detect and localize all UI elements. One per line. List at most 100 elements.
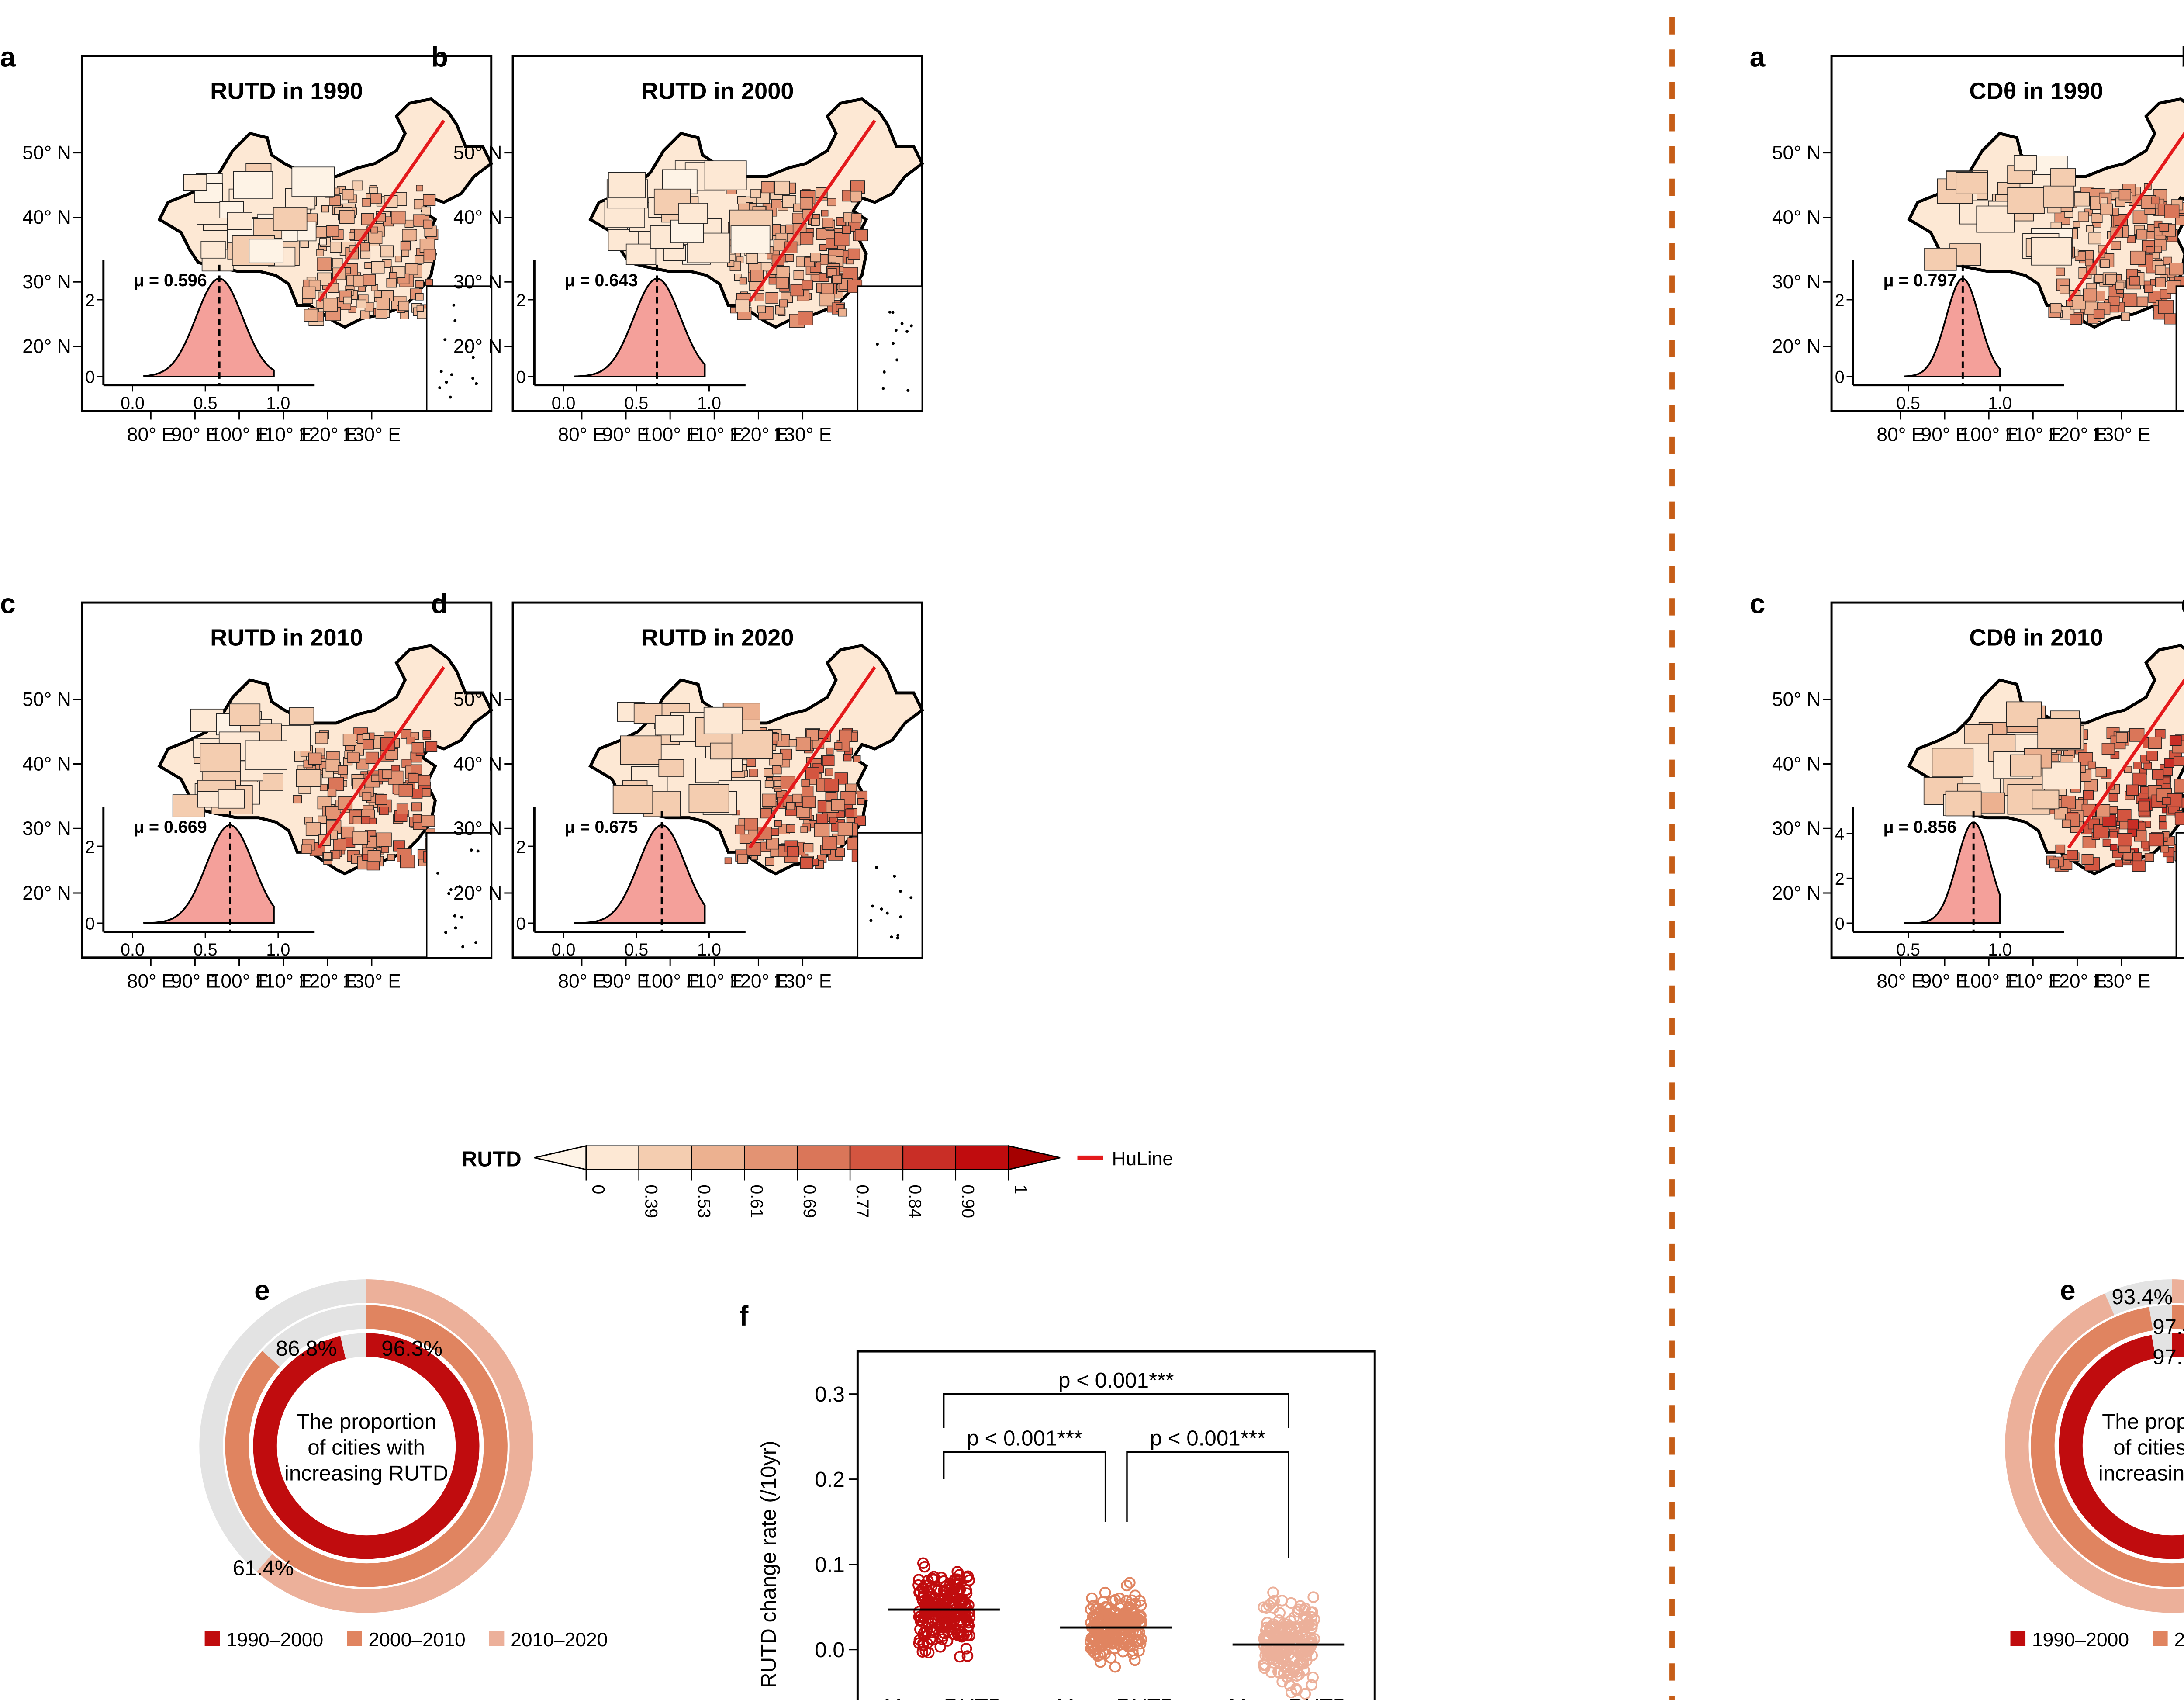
- city-polygon: [411, 789, 423, 799]
- city-polygon: [2151, 196, 2160, 204]
- lon-tick-label: 110° E: [255, 424, 311, 446]
- data-point: [1134, 1611, 1146, 1624]
- lat-tick-label: 50° N: [1772, 689, 1821, 710]
- island-mark: [449, 888, 453, 891]
- city-polygon: [798, 311, 813, 325]
- density-y-tick-label: 2: [516, 838, 526, 857]
- colorbar-tick-label: 1: [1011, 1184, 1030, 1194]
- city-polygon: [688, 784, 729, 813]
- data-point: [1299, 1602, 1311, 1614]
- data-point: [929, 1613, 941, 1625]
- city-polygon: [218, 789, 245, 809]
- significance-label: p < 0.001***: [967, 1426, 1082, 1451]
- legend-label: 1990–2000: [226, 1629, 323, 1651]
- city-polygon: [2146, 751, 2158, 761]
- city-polygon: [764, 768, 774, 777]
- city-polygon: [373, 290, 382, 298]
- city-polygon: [768, 277, 777, 285]
- island-mark: [475, 382, 478, 385]
- city-polygon: [381, 846, 389, 853]
- density-y-tick-label: 2: [1835, 291, 1845, 310]
- city-polygon: [2144, 853, 2154, 862]
- colorbar-tick-label: 0.84: [905, 1184, 925, 1218]
- city-polygon: [2159, 223, 2169, 232]
- city-polygon: [2050, 303, 2062, 314]
- colorbar-over-arrow: [1008, 1145, 1061, 1170]
- city-polygon: [749, 769, 758, 777]
- city-polygon: [2169, 735, 2182, 746]
- density-x-tick-label: 0.5: [624, 940, 648, 959]
- map-frame: [80, 55, 493, 412]
- island-mark: [909, 896, 913, 900]
- city-polygon: [788, 739, 797, 747]
- ring-label: 96.3%: [381, 1336, 442, 1361]
- density-x-tick-label: 1.0: [266, 394, 290, 413]
- city-polygon: [2132, 852, 2142, 862]
- city-polygon: [2154, 246, 2162, 253]
- panel-label: d: [2181, 588, 2184, 620]
- data-point: [961, 1650, 974, 1662]
- map-panel: a CDθ in 1990 20° N 30° N 40° N 50° N 80° E90°…: [1750, 42, 2184, 446]
- city-polygon: [739, 834, 750, 844]
- panel-label: c: [1750, 588, 1766, 620]
- city-polygon: [398, 301, 410, 311]
- city-polygon: [2055, 844, 2066, 854]
- city-polygon: [411, 802, 422, 812]
- city-polygon: [360, 242, 370, 252]
- city-polygon: [838, 308, 847, 317]
- density-x-tick-label: 0.5: [194, 940, 218, 959]
- city-polygon: [330, 242, 342, 253]
- lat-tick-label: 20° N: [22, 883, 71, 904]
- lat-tick-label: 30° N: [453, 818, 502, 839]
- lat-tick-label: 40° N: [453, 753, 502, 775]
- city-polygon: [746, 758, 756, 767]
- data-point: [962, 1624, 974, 1636]
- city-polygon: [2136, 296, 2149, 307]
- city-polygon: [2070, 314, 2082, 325]
- city-polygon: [802, 280, 813, 290]
- city-polygon: [308, 752, 322, 765]
- city-polygon: [273, 207, 308, 231]
- city-polygon: [361, 816, 371, 824]
- data-point: [1105, 1652, 1117, 1664]
- city-polygon: [2115, 859, 2123, 868]
- density-y-tick-label: 2: [85, 838, 95, 857]
- city-polygon: [2118, 189, 2131, 201]
- data-point: [940, 1586, 951, 1598]
- island-mark: [881, 387, 885, 390]
- city-polygon: [425, 279, 433, 286]
- island-mark: [444, 931, 447, 934]
- city-polygon: [2109, 831, 2118, 838]
- city-polygon: [1932, 748, 1974, 777]
- lon-tick-label: 130° E: [342, 424, 401, 446]
- city-polygon: [415, 280, 424, 288]
- lat-tick-label: 30° N: [453, 271, 502, 293]
- city-polygon: [2174, 812, 2184, 825]
- city-polygon: [2159, 815, 2167, 822]
- city-polygon: [341, 826, 355, 839]
- island-mark: [876, 343, 879, 346]
- lat-tick-label: 40° N: [1772, 207, 1821, 228]
- legend-label: 2000–2010: [369, 1629, 466, 1651]
- data-point: [914, 1624, 926, 1635]
- city-polygon: [2083, 288, 2097, 301]
- city-polygon: [369, 817, 377, 824]
- map-frame: [1830, 601, 2184, 959]
- city-polygon: [2095, 767, 2107, 777]
- data-point: [1268, 1631, 1280, 1644]
- lat-tick-label: 50° N: [453, 689, 502, 710]
- city-polygon: [757, 305, 766, 313]
- city-polygon: [854, 229, 868, 242]
- city-polygon: [1964, 724, 1993, 744]
- city-polygon: [386, 278, 397, 288]
- city-polygon: [845, 808, 854, 817]
- density-y-tick-label: 2: [1835, 869, 1845, 889]
- city-polygon: [839, 729, 852, 741]
- city-polygon: [771, 199, 781, 208]
- city-polygon: [291, 166, 335, 197]
- city-polygon: [766, 838, 779, 850]
- legend-label: 2000–2010: [2174, 1629, 2184, 1651]
- data-point: [1122, 1634, 1134, 1645]
- map-title: CDθ in 1990: [1969, 78, 2103, 104]
